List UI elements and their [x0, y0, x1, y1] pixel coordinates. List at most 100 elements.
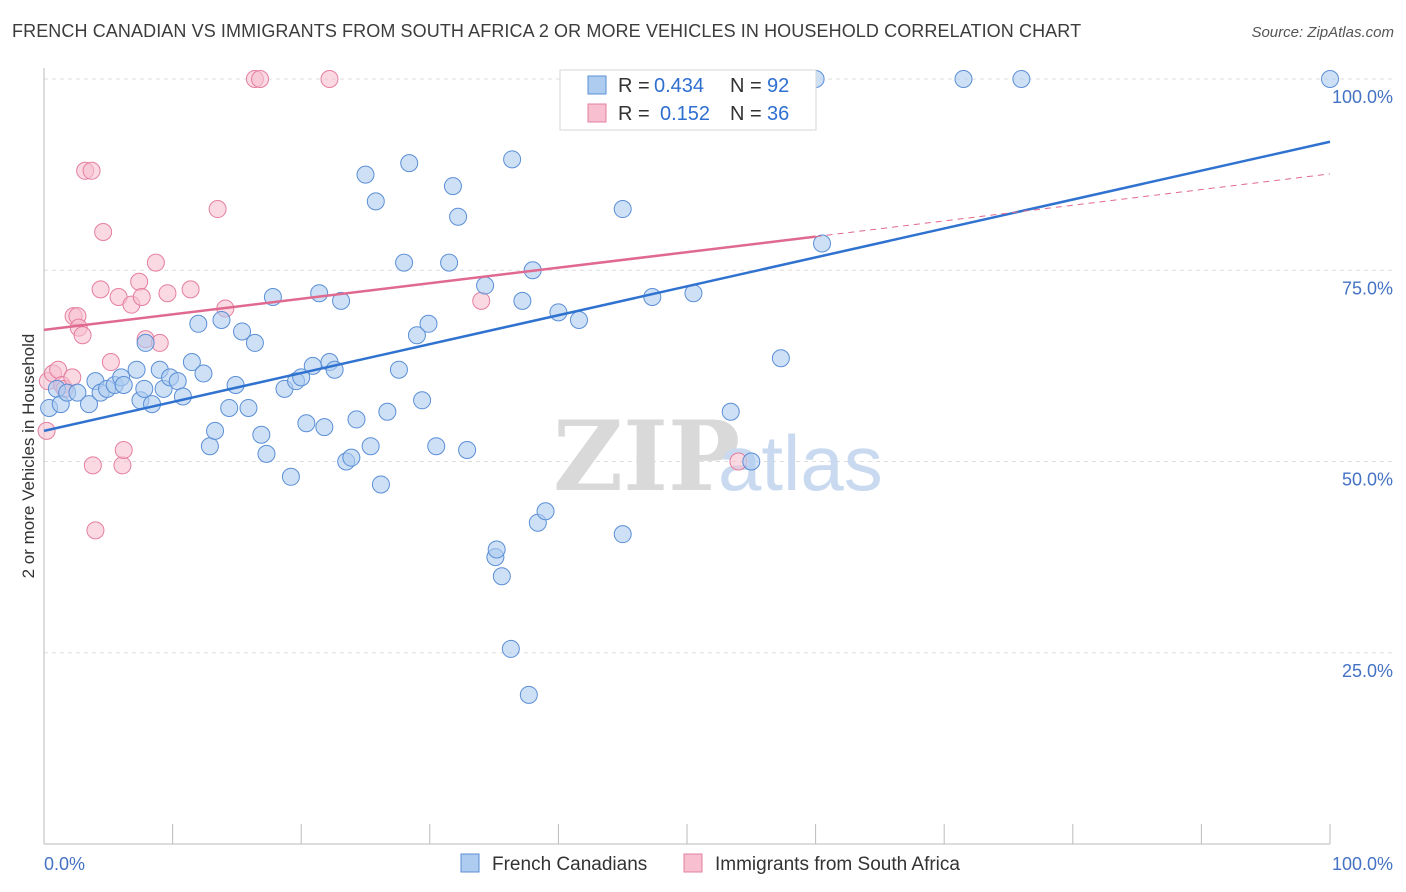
data-point-immigrants-south-africa: [251, 70, 270, 88]
data-point-immigrants-south-africa: [86, 521, 105, 540]
data-point-french-canadians: [206, 421, 225, 440]
data-point-french-canadians: [742, 452, 761, 471]
legend-bottom: French Canadians Immigrants from South A…: [460, 853, 960, 875]
legend-n-value-1: 92: [767, 75, 789, 97]
y-tick-label: 50.0%: [1342, 470, 1393, 490]
data-point-french-canadians: [721, 402, 740, 421]
y-axis-tick-labels: 25.0% 50.0% 75.0% 100.0%: [1332, 87, 1393, 681]
trend-line-french-canadians: [43, 140, 1331, 433]
data-point-immigrants-south-africa: [130, 272, 149, 291]
legend-r-value-2: 0.152: [660, 103, 710, 125]
data-point-french-canadians: [310, 284, 329, 303]
y-tick-label: 100.0%: [1332, 87, 1393, 107]
data-point-french-canadians: [80, 395, 99, 414]
data-point-immigrants-south-africa: [83, 456, 102, 475]
data-point-french-canadians: [245, 333, 264, 352]
data-point-immigrants-south-africa: [94, 223, 113, 241]
data-point-immigrants-south-africa: [63, 368, 82, 387]
data-point-french-canadians: [413, 391, 432, 410]
data-point-immigrants-south-africa: [101, 353, 120, 372]
legend-n-label-2: N =: [730, 103, 762, 125]
legend-bottom-swatch-pink: [683, 853, 703, 873]
data-point-french-canadians: [68, 383, 87, 402]
data-point-immigrants-south-africa: [472, 291, 491, 310]
data-point-french-canadians: [220, 398, 239, 417]
data-point-french-canadians: [347, 410, 366, 429]
data-point-french-canadians: [361, 437, 380, 456]
data-point-french-canadians: [569, 310, 588, 329]
data-point-french-canadians: [813, 234, 832, 253]
x-tick-label-min: 0.0%: [44, 854, 85, 874]
data-point-french-canadians: [366, 192, 385, 211]
legend-bottom-label-french-canadians: French Canadians: [492, 854, 647, 875]
data-point-french-canadians: [233, 322, 252, 341]
data-point-french-canadians: [1321, 70, 1339, 88]
legend-swatch-blue: [587, 75, 607, 95]
data-point-immigrants-south-africa: [113, 456, 132, 475]
data-point-french-canadians: [440, 253, 459, 272]
legend-swatch-pink: [587, 103, 607, 123]
data-point-french-canadians: [954, 70, 973, 88]
grid-lines: [44, 78, 1393, 654]
trend-line-immigrants-south-africa-extension: [815, 173, 1331, 238]
data-point-french-canadians: [395, 253, 414, 272]
data-point-immigrants-south-africa: [181, 280, 200, 299]
legend-n-label-1: N =: [730, 75, 762, 97]
data-point-french-canadians: [173, 387, 192, 406]
data-point-french-canadians: [549, 303, 568, 322]
data-point-french-canadians: [1012, 70, 1031, 88]
legend-r-value-1: 0.434: [654, 75, 704, 97]
data-point-french-canadians: [257, 444, 276, 463]
x-tick-label-max: 100.0%: [1332, 854, 1393, 874]
data-point-french-canadians: [297, 414, 316, 433]
data-point-immigrants-south-africa: [320, 70, 339, 88]
data-point-french-canadians: [400, 154, 419, 173]
data-point-immigrants-south-africa: [208, 200, 227, 219]
data-point-french-canadians: [613, 200, 632, 219]
data-point-immigrants-south-africa: [82, 161, 101, 180]
data-point-french-canadians: [501, 639, 520, 658]
chart-title: FRENCH CANADIAN VS IMMIGRANTS FROM SOUTH…: [12, 21, 1082, 41]
legend-top: R = 0.434 N = 92 R = 0.152 N = 36: [559, 69, 817, 131]
data-point-french-canadians: [389, 360, 408, 379]
legend-r-label-1: R =: [618, 75, 650, 97]
data-point-french-canadians: [226, 376, 245, 394]
data-point-french-canadians: [315, 418, 334, 437]
data-point-french-canadians: [407, 326, 426, 345]
chart-source: Source: ZipAtlas.com: [1251, 24, 1394, 41]
data-point-french-canadians: [371, 475, 390, 494]
data-point-immigrants-south-africa: [73, 326, 92, 345]
data-point-french-canadians: [419, 314, 438, 333]
data-point-french-canadians: [200, 437, 219, 456]
data-point-french-canadians: [281, 467, 300, 486]
data-point-french-canadians: [378, 402, 397, 421]
data-point-french-canadians: [342, 448, 361, 467]
data-point-french-canadians: [427, 437, 446, 456]
data-point-immigrants-south-africa: [146, 253, 165, 272]
data-point-french-canadians: [182, 353, 201, 372]
legend-r-label-2: R =: [618, 103, 650, 125]
data-point-french-canadians: [135, 379, 154, 398]
data-point-french-canadians: [519, 685, 538, 704]
y-tick-label: 25.0%: [1342, 661, 1393, 681]
data-point-french-canadians: [476, 276, 495, 295]
data-point-french-canadians: [613, 525, 632, 544]
x-axis-ticks: [43, 824, 1331, 844]
data-point-french-canadians: [513, 291, 532, 310]
data-point-french-canadians: [332, 291, 351, 310]
data-point-french-canadians: [168, 372, 187, 391]
data-point-french-canadians: [487, 540, 506, 559]
data-point-french-canadians: [771, 349, 790, 368]
trend-lines: [43, 140, 1331, 433]
data-point-immigrants-south-africa: [91, 280, 110, 299]
data-point-french-canadians: [503, 150, 522, 169]
data-point-french-canadians: [114, 376, 133, 394]
watermark: ZIP atlas: [553, 400, 883, 513]
legend-bottom-swatch-blue: [460, 853, 480, 873]
data-point-french-canadians: [136, 333, 155, 352]
data-point-french-canadians: [536, 502, 555, 521]
data-point-french-canadians: [239, 398, 258, 417]
data-point-french-canadians: [443, 177, 462, 196]
data-point-french-canadians: [458, 441, 477, 460]
